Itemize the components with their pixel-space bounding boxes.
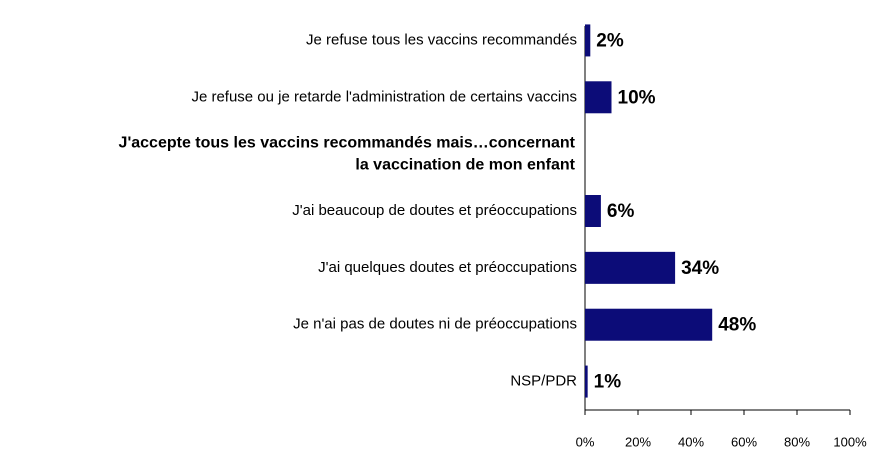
value-label: 10%	[618, 87, 656, 108]
bar	[585, 195, 601, 227]
x-tick-label: 80%	[784, 434, 810, 449]
bar	[585, 308, 713, 341]
value-label: 1%	[594, 372, 622, 393]
value-label: 6%	[607, 201, 635, 222]
bar	[585, 251, 676, 284]
category-header: la vaccination de mon enfant	[355, 156, 575, 173]
value-label: 48%	[718, 315, 756, 336]
bar	[585, 24, 591, 57]
x-tick-label: 60%	[731, 434, 757, 449]
y-tick-label: Je refuse tous les vaccins recommandés	[306, 31, 577, 48]
y-tick-label: J'ai quelques doutes et préoccupations	[318, 259, 577, 276]
y-tick-label: J'ai beaucoup de doutes et préoccupation…	[292, 202, 577, 219]
y-tick-label: Je n'ai pas de doutes ni de préoccupatio…	[293, 316, 577, 333]
bar	[585, 81, 612, 114]
x-tick-label: 100%	[833, 434, 867, 449]
x-tick-label: 20%	[625, 434, 651, 449]
y-tick-label: Je refuse ou je retarde l'administration…	[191, 88, 577, 105]
x-tick-label: 40%	[678, 434, 704, 449]
category-header: J'accepte tous les vaccins recommandés m…	[119, 134, 576, 151]
x-tick-label: 0%	[576, 434, 595, 449]
bar	[585, 365, 588, 398]
y-tick-label: NSP/PDR	[510, 373, 577, 390]
value-label: 34%	[681, 258, 719, 279]
value-label: 2%	[596, 30, 624, 51]
